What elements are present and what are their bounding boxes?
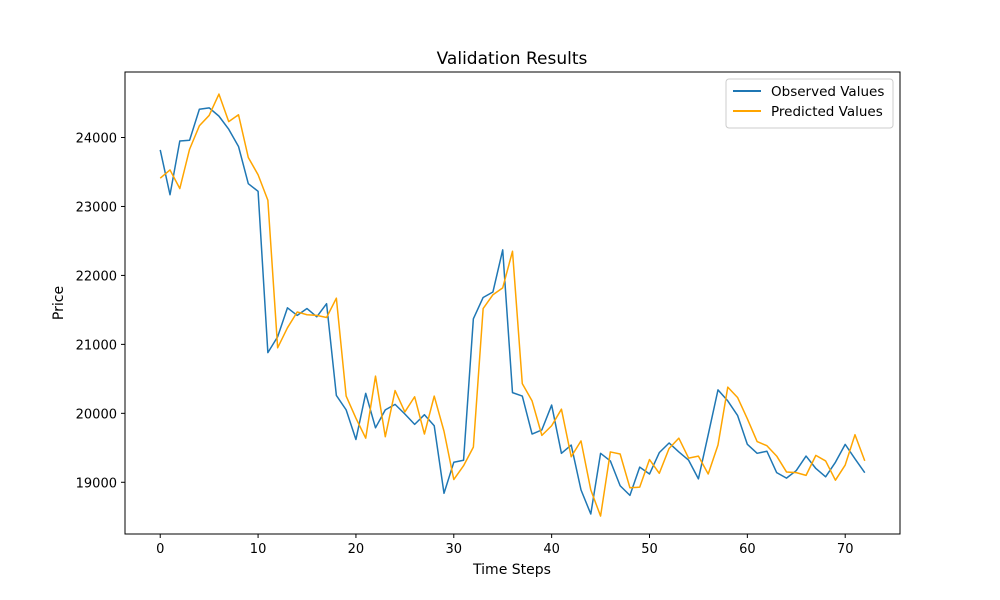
legend-box: [725, 78, 894, 129]
y-tick-label: 19000: [76, 476, 117, 491]
series-layer: [159, 93, 866, 517]
legend-label-predicted: Predicted Values: [771, 104, 883, 120]
x-tick-label: 60: [739, 542, 756, 557]
y-tick-label: 22000: [76, 269, 117, 284]
series-line-0: [159, 107, 866, 515]
y-tick-label: 20000: [76, 407, 117, 422]
y-tick-label: 24000: [76, 132, 117, 147]
x-tick-label: 0: [156, 542, 164, 557]
y-tick-label: 23000: [76, 200, 117, 215]
series-line-1: [159, 93, 866, 517]
x-tick-label: 20: [348, 542, 365, 557]
x-axis-label: Time Steps: [472, 562, 551, 578]
y-tick-label: 21000: [76, 338, 117, 353]
x-tick-label: 40: [543, 542, 560, 557]
legend: Observed Values Predicted Values: [725, 78, 894, 129]
x-tick-label: 50: [641, 542, 658, 557]
y-axis-label: Price: [51, 286, 67, 320]
x-axis: 0 10 20 30 40 50 60 70: [156, 534, 853, 557]
plot-frame: [124, 71, 901, 535]
legend-label-observed: Observed Values: [771, 84, 884, 100]
x-tick-label: 10: [250, 542, 267, 557]
x-tick-label: 70: [837, 542, 854, 557]
x-tick-label: 30: [446, 542, 463, 557]
y-axis: 19000 20000 21000 22000 23000 24000: [76, 132, 125, 491]
chart-title: Validation Results: [437, 49, 588, 69]
